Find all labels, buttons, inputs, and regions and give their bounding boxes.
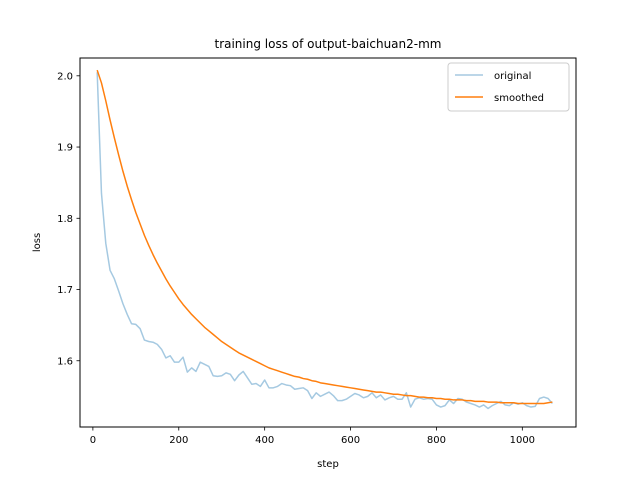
chart-title: training loss of output-baichuan2-mm [214, 37, 441, 51]
legend-label-smoothed: smoothed [494, 93, 544, 104]
y-axis-title: loss [32, 233, 43, 252]
series-layer [96, 69, 553, 410]
y-axis-ticks: 1.6 1.7 1.8 1.9 2.0 [57, 71, 80, 367]
x-tick-label: 200 [169, 435, 188, 446]
x-axis-title: step [317, 459, 339, 470]
x-tick-label: 0 [90, 435, 96, 446]
x-tick-label: 800 [427, 435, 446, 446]
legend-box [447, 62, 570, 112]
y-tick-label: 2.0 [57, 71, 73, 82]
series-line-original [96, 72, 553, 410]
x-tick-label: 600 [341, 435, 360, 446]
legend: original smoothed [447, 62, 570, 112]
series-line-smoothed [96, 69, 553, 405]
y-tick-label: 1.7 [57, 285, 73, 296]
x-axis-ticks: 0 200 400 600 800 1000 [90, 427, 535, 446]
x-tick-label: 400 [255, 435, 274, 446]
x-tick-label: 1000 [510, 435, 535, 446]
axes-frame [79, 57, 577, 428]
y-tick-label: 1.6 [57, 356, 73, 367]
y-tick-label: 1.9 [57, 143, 73, 154]
legend-label-original: original [494, 71, 531, 82]
plot-area [96, 69, 553, 410]
y-tick-label: 1.8 [57, 214, 73, 225]
